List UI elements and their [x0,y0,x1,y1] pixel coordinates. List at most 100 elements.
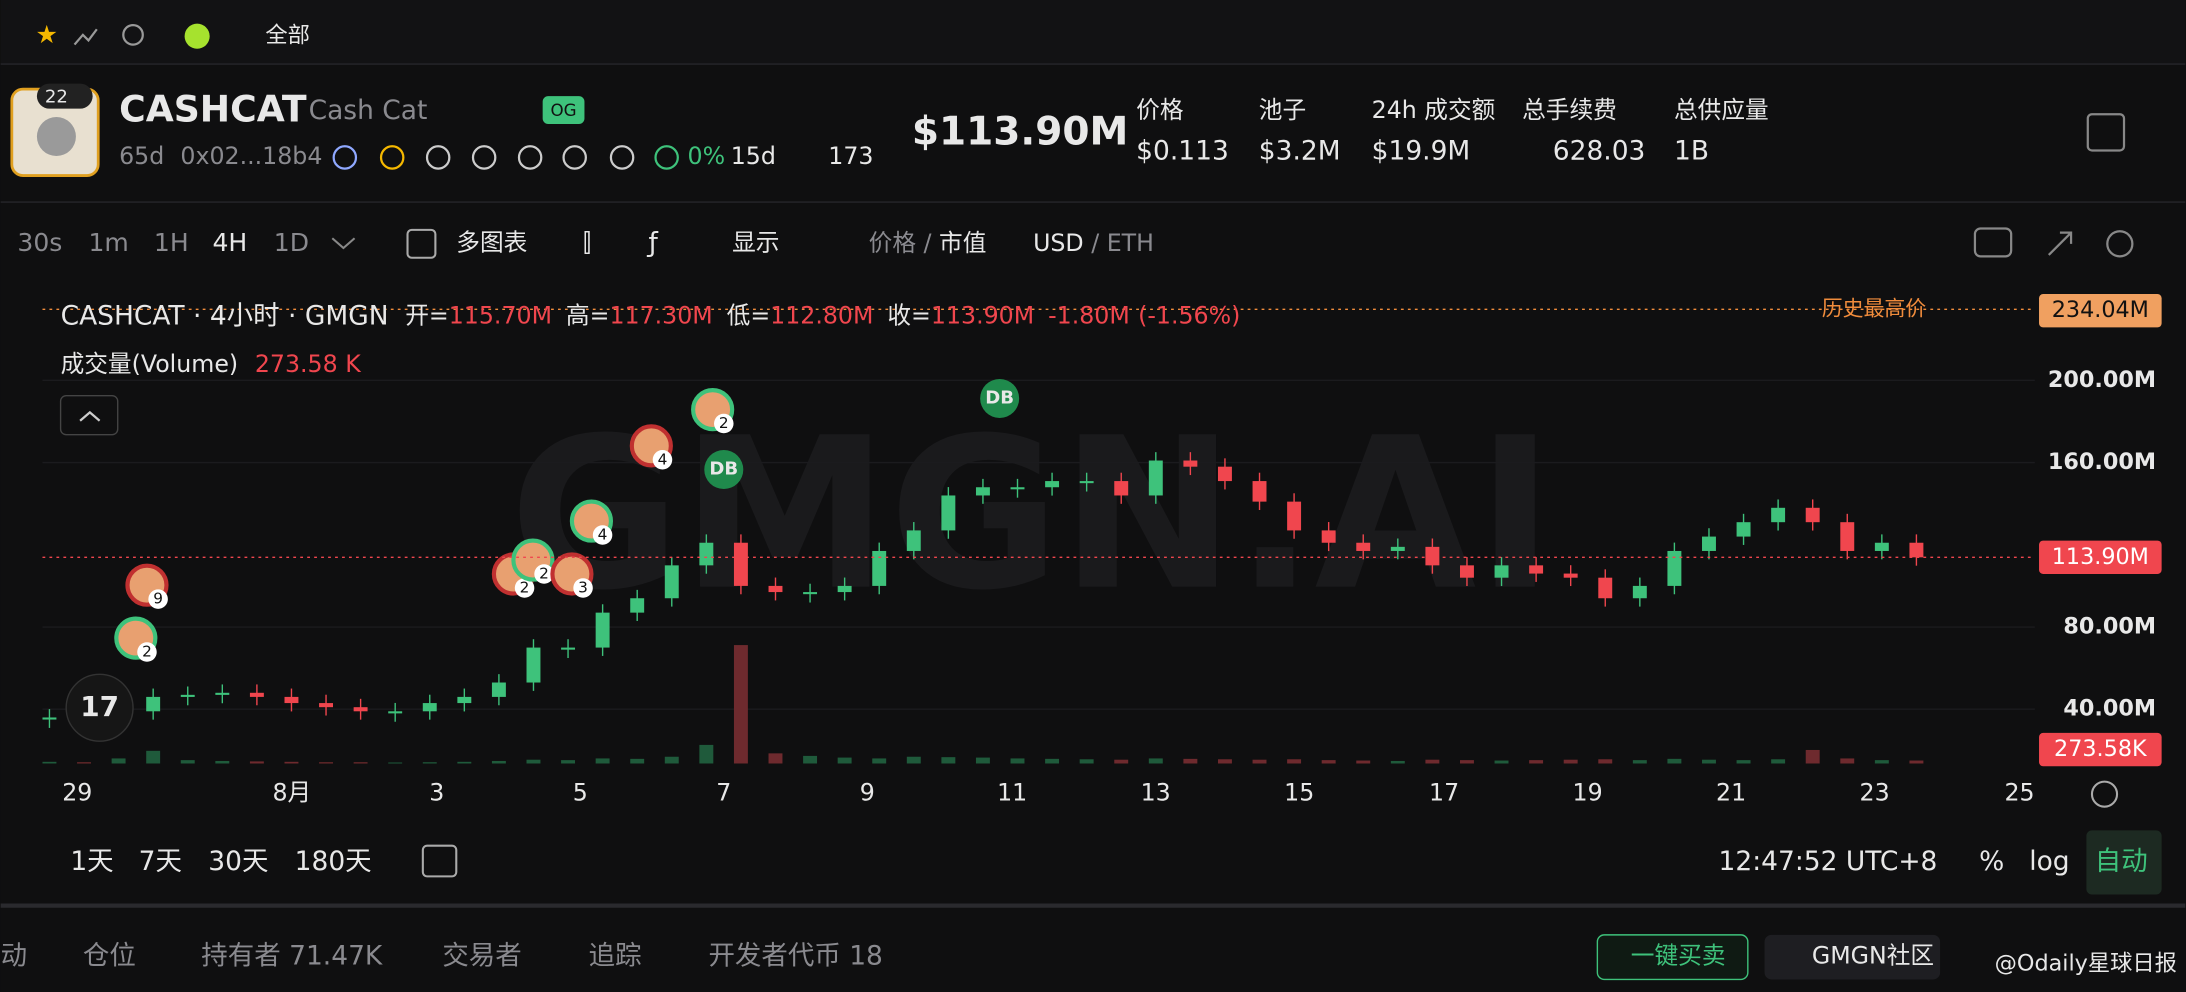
candle [975,487,990,496]
volume-bar [630,758,645,764]
volume-bar [42,761,57,764]
volume-bar [1529,760,1544,764]
cap-toggle[interactable]: 市值 [939,228,986,256]
volume-bar [1079,759,1094,764]
candle [1771,507,1786,523]
volume-value: 273.58 K [255,350,362,378]
y-tick-label: 160.00M [2048,449,2156,475]
date-picker[interactable] [421,844,458,878]
change-pct: (-1.56%) [1138,301,1240,329]
close: 113.90M [931,301,1034,329]
candle [388,711,403,714]
volume-bar [77,762,91,764]
open-label: 开= [405,301,449,329]
volume-bar [1702,759,1716,764]
fullscreen[interactable] [2047,231,2073,256]
chain-icon[interactable] [184,23,210,49]
high: 117.30M [609,301,712,329]
count-badge [573,578,593,598]
range-button[interactable]: 30天 [208,846,268,877]
watermark: GMGN.AI [509,394,1554,637]
display[interactable]: 显示 [732,228,779,256]
count-label: 3 [578,578,588,596]
candle [1598,577,1613,599]
candle [526,647,541,683]
interval[interactable]: 1m [88,228,128,257]
collapse[interactable] [59,394,119,436]
star-icon[interactable]: ★ [36,20,58,49]
volume-tag: 273.58K [2054,736,2148,762]
candle [146,696,161,712]
scale-option[interactable]: 自动 [2095,846,2148,877]
svg-text:成交量(Volume)273.58 K: 成交量(Volume) 273.58 K [61,350,363,378]
scale-option[interactable]: % [1979,846,2004,877]
fx-icon[interactable]: ƒ [647,227,659,258]
ath-label: 历史最高价 [1822,296,1927,320]
volume-bar [1183,758,1198,764]
community-button[interactable]: GMGN社区 [1812,942,1934,970]
volume-bar [872,758,887,764]
tab[interactable]: 动 [1,941,27,972]
tab[interactable]: 持有者 71.47K [201,941,383,972]
interval[interactable]: 1D [274,228,309,257]
range-button[interactable]: 180天 [295,846,372,877]
tab[interactable]: 追踪 [589,941,642,972]
volume-bar [1667,758,1682,764]
price-toggle[interactable]: 价格 [869,228,917,256]
candle [1045,481,1060,488]
svg-text:价格 / 市值: 价格 / 市值 [869,228,987,256]
settings[interactable] [2106,230,2134,258]
stat-label: 24h 成交额 [1372,96,1496,124]
tab[interactable]: 开发者代币 18 [708,941,882,972]
volume-bar [1356,760,1371,764]
y-tick-label: 80.00M [2063,614,2156,640]
axis-settings[interactable] [2090,780,2119,808]
x-tick-label: 19 [1573,779,1603,807]
interval[interactable]: 4H [212,228,247,257]
tab[interactable]: 仓位 [83,941,136,972]
chart-icon[interactable] [73,28,98,46]
candle [215,692,230,695]
address[interactable]: 0x02...18b4 [180,142,322,170]
eth-toggle[interactable]: ETH [1107,228,1154,256]
volume-bar [1148,758,1163,764]
market-cap: $113.90M [912,109,1128,154]
camera[interactable] [1973,227,2013,258]
candle [1702,536,1716,551]
x-tick-label: 25 [2004,779,2034,807]
candle [733,542,748,586]
candle [941,495,956,531]
candle [1840,522,1855,551]
tv-logo[interactable] [65,673,134,742]
candle [1183,460,1198,467]
holder-pct: 0% [688,142,726,170]
stat-value: $19.9M [1372,135,1471,166]
candle [1909,542,1924,558]
volume-bar [1771,759,1786,764]
count-label: 9 [153,590,163,608]
volume-bar [664,756,679,764]
x-tick-label: 23 [1860,779,1890,807]
trade-button[interactable]: 一键买卖 [1631,942,1726,970]
multi-chart[interactable]: 多图表 [456,228,527,256]
interval[interactable]: 30s [17,228,62,257]
history-icon[interactable] [122,23,144,46]
usd-toggle[interactable]: USD [1033,228,1084,256]
range-button[interactable]: 1天 [70,846,113,877]
volume-bar [561,760,576,764]
volume-bar [1252,759,1267,764]
interval[interactable]: 1H [154,228,189,257]
tab[interactable]: 交易者 [442,941,521,972]
volume-bar [1840,758,1855,764]
candle [180,694,195,697]
volume-bar [111,758,126,764]
range-button[interactable]: 7天 [139,846,182,877]
candle [906,530,921,551]
candle [561,647,576,650]
y-tick-label: 200.00M [2048,367,2156,393]
candle-icon[interactable]: ⫿ [583,228,591,257]
filter[interactable]: 全部 [265,23,310,49]
scale-option[interactable]: log [2029,846,2069,877]
volume-bar [1045,758,1060,764]
